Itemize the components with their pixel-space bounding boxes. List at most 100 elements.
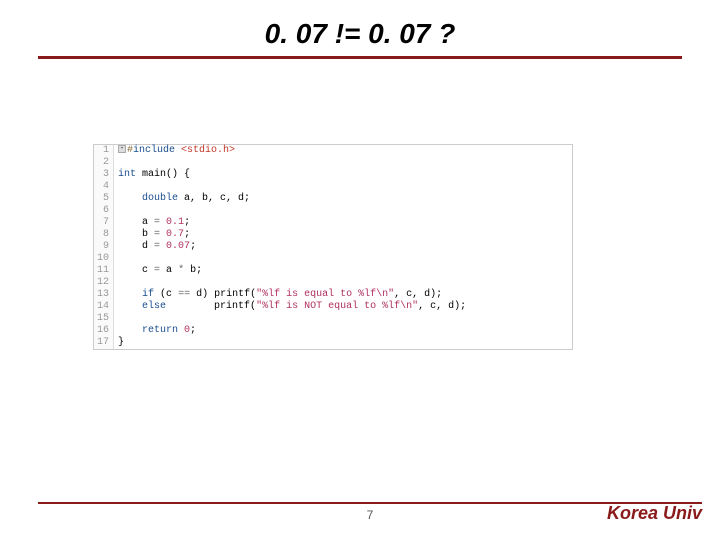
token-kw: if xyxy=(142,289,160,300)
line-number: 7 xyxy=(94,217,114,229)
code-content xyxy=(114,277,124,289)
token-inc: <stdio.h> xyxy=(181,145,235,156)
token-punc xyxy=(118,229,142,240)
token-num: 0.7 xyxy=(166,229,184,240)
token-punc: ; xyxy=(184,217,190,228)
code-line: 17} xyxy=(94,337,572,349)
code-line: 10 xyxy=(94,253,572,265)
line-number: 1 xyxy=(94,145,114,157)
code-line: 12 xyxy=(94,277,572,289)
token-fn: printf xyxy=(214,289,250,300)
line-number: 14 xyxy=(94,301,114,313)
token-punc xyxy=(118,217,142,228)
title-block: 0. 07 != 0. 07 ? xyxy=(38,18,682,59)
token-op: = xyxy=(154,241,166,252)
code-content xyxy=(114,181,124,193)
token-punc xyxy=(118,193,142,204)
token-var: d xyxy=(142,241,154,252)
code-content: a = 0.1; xyxy=(114,217,190,229)
code-line: 16 return 0; xyxy=(94,325,572,337)
token-op: == xyxy=(178,289,196,300)
code-line: 14 else printf("%lf is NOT equal to %lf\… xyxy=(94,301,572,313)
token-type: double xyxy=(142,193,184,204)
code-line: 5 double a, b, c, d; xyxy=(94,193,572,205)
line-number: 9 xyxy=(94,241,114,253)
token-punc: ; xyxy=(190,325,196,336)
slide: 0. 07 != 0. 07 ? 1-#include <stdio.h>2 3… xyxy=(0,0,720,540)
token-var: b xyxy=(142,229,154,240)
code-content xyxy=(114,157,124,169)
token-fn: main xyxy=(142,169,166,180)
token-op: = xyxy=(154,217,166,228)
code-content xyxy=(114,205,124,217)
line-number: 4 xyxy=(94,181,114,193)
footer: 7 Korea Univ xyxy=(38,502,702,522)
code-block: 1-#include <stdio.h>2 3int main() {4 5 d… xyxy=(93,144,573,350)
token-punc: ) xyxy=(202,289,214,300)
code-line: 3int main() { xyxy=(94,169,572,181)
token-kw: int xyxy=(118,169,142,180)
token-punc xyxy=(118,241,142,252)
code-line: 2 xyxy=(94,157,572,169)
title-underline xyxy=(38,56,682,59)
code-line: 7 a = 0.1; xyxy=(94,217,572,229)
token-kw: return xyxy=(142,325,184,336)
line-number: 6 xyxy=(94,205,114,217)
code-content: return 0; xyxy=(114,325,196,337)
fold-icon: - xyxy=(118,145,126,153)
token-punc xyxy=(118,301,142,312)
page-number: 7 xyxy=(367,508,374,522)
code-content: c = a * b; xyxy=(114,265,202,277)
code-content xyxy=(114,253,124,265)
token-fn: printf xyxy=(214,301,250,312)
code-line: 4 xyxy=(94,181,572,193)
code-line: 9 d = 0.07; xyxy=(94,241,572,253)
line-number: 8 xyxy=(94,229,114,241)
line-number: 2 xyxy=(94,157,114,169)
code-line: 8 b = 0.7; xyxy=(94,229,572,241)
token-var: c xyxy=(142,265,154,276)
token-kw: else xyxy=(142,301,214,312)
code-line: 1-#include <stdio.h> xyxy=(94,145,572,157)
token-punc: ; xyxy=(196,265,202,276)
token-var: a xyxy=(142,217,154,228)
token-var: a, b, c, d; xyxy=(184,193,250,204)
code-line: 13 if (c == d) printf("%lf is equal to %… xyxy=(94,289,572,301)
token-punc xyxy=(118,325,142,336)
token-var: a xyxy=(166,265,178,276)
token-num: 0.07 xyxy=(166,241,190,252)
code-content: int main() { xyxy=(114,169,190,181)
line-number: 13 xyxy=(94,289,114,301)
organization-label: Korea Univ xyxy=(607,503,702,524)
code-content: d = 0.07; xyxy=(114,241,196,253)
token-op: * xyxy=(178,265,190,276)
line-number: 3 xyxy=(94,169,114,181)
code-content: -#include <stdio.h> xyxy=(114,145,235,157)
code-content: } xyxy=(114,337,124,349)
code-content: else printf("%lf is NOT equal to %lf\n",… xyxy=(114,301,466,313)
line-number: 15 xyxy=(94,313,114,325)
token-punc: } xyxy=(118,337,124,348)
token-num: 0.1 xyxy=(166,217,184,228)
line-number: 5 xyxy=(94,193,114,205)
token-punc xyxy=(118,265,142,276)
token-str: "%lf is equal to %lf\n" xyxy=(256,289,394,300)
code-line: 15 xyxy=(94,313,572,325)
token-punc: () { xyxy=(166,169,190,180)
line-number: 17 xyxy=(94,337,114,349)
token-punc: ; xyxy=(190,241,196,252)
token-op: = xyxy=(154,229,166,240)
token-var: c xyxy=(166,289,178,300)
token-str: "%lf is NOT equal to %lf\n" xyxy=(256,301,418,312)
code-content: b = 0.7; xyxy=(114,229,190,241)
code-content: double a, b, c, d; xyxy=(114,193,250,205)
code-content: if (c == d) printf("%lf is equal to %lf\… xyxy=(114,289,442,301)
footer-row: 7 Korea Univ xyxy=(38,508,702,522)
slide-title: 0. 07 != 0. 07 ? xyxy=(38,18,682,56)
code-content xyxy=(114,313,124,325)
token-punc: , c, d); xyxy=(394,289,442,300)
token-punc: ; xyxy=(184,229,190,240)
line-number: 11 xyxy=(94,265,114,277)
code-line: 6 xyxy=(94,205,572,217)
line-number: 12 xyxy=(94,277,114,289)
